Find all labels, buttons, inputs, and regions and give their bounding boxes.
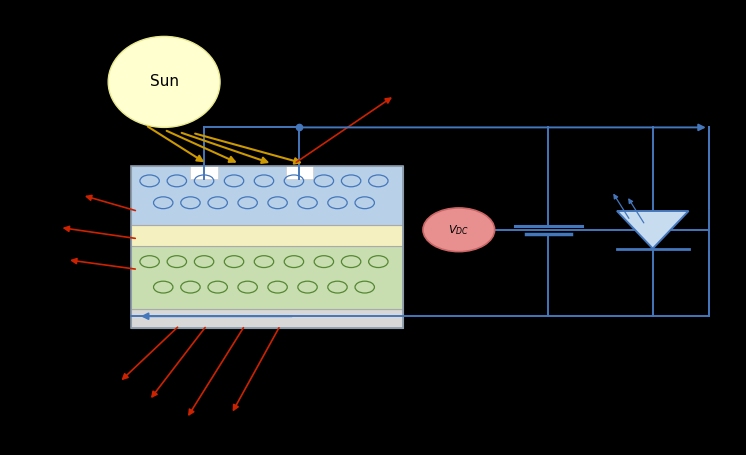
Bar — [131, 225, 403, 246]
Circle shape — [423, 208, 495, 252]
Bar — [131, 246, 403, 309]
Ellipse shape — [108, 36, 220, 127]
Bar — [131, 166, 403, 225]
Bar — [286, 166, 313, 179]
Bar — [190, 166, 218, 179]
Text: $V_{DC}$: $V_{DC}$ — [448, 223, 469, 237]
Bar — [131, 166, 403, 328]
Polygon shape — [617, 211, 689, 248]
Text: Sun: Sun — [150, 75, 178, 89]
Bar — [131, 309, 403, 328]
